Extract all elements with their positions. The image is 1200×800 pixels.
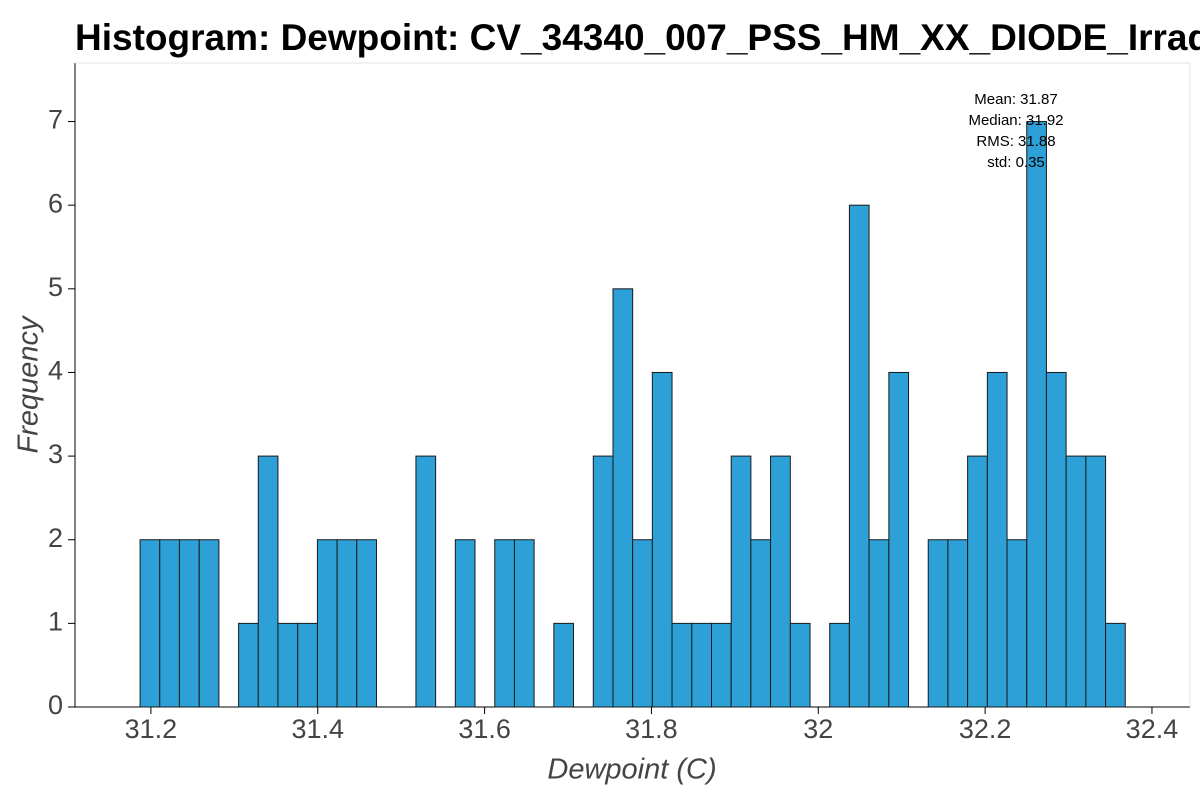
bar [1105,622,1126,708]
stats-annotation: std: 0.35 [987,154,1045,171]
bar [829,622,850,708]
bar [297,622,318,708]
bar [316,539,338,708]
bar [1085,455,1107,708]
y-tick-label: 6 [48,188,63,218]
bar [336,539,358,708]
bar [632,539,653,708]
x-tick-label: 31.6 [458,714,511,744]
y-tick-label: 1 [48,606,63,636]
bar [494,539,515,708]
bar [710,622,732,708]
x-tick-label: 32 [803,714,833,744]
bar [691,622,712,708]
bar [553,622,575,708]
bar [967,455,988,708]
bar [789,622,811,708]
bar [159,539,180,708]
x-tick-label: 31.2 [125,714,178,744]
bar [198,539,220,708]
y-tick-label: 4 [48,356,63,386]
bar [139,539,161,708]
bar [454,539,476,708]
x-axis-label: Dewpoint (C) [547,754,716,786]
x-tick-label: 32.4 [1126,714,1179,744]
y-tick-label: 5 [48,272,63,302]
bar [178,539,200,708]
y-tick-label: 7 [48,105,63,135]
bar [257,455,279,708]
bar [592,455,614,708]
bar [1006,539,1028,708]
x-tick-label: 31.4 [291,714,344,744]
stats-annotation: RMS: 31.88 [976,133,1055,150]
bar [730,455,752,708]
x-tick-label: 31.8 [625,714,678,744]
bar [947,539,969,708]
bar [238,622,259,708]
y-tick-label: 0 [48,690,63,720]
bar [356,539,377,708]
bar [868,539,890,708]
bar [986,371,1008,708]
y-tick-label: 3 [48,439,63,469]
bar [848,204,870,708]
y-tick-label: 2 [48,523,63,553]
bar [612,288,634,708]
stats-annotation: Mean: 31.87 [974,91,1057,108]
bar [513,539,535,708]
bar [770,455,791,708]
x-tick-label: 32.2 [959,714,1012,744]
bar [671,622,693,708]
y-axis-label: Frequency [13,315,45,454]
bar [750,539,772,708]
bar [1026,121,1047,708]
stats-annotation: Median: 31.92 [968,112,1063,129]
bar [415,455,437,708]
chart-title: Histogram: Dewpoint: CV_34340_007_PSS_HM… [75,17,1200,58]
bar [888,371,910,708]
bar [277,622,299,708]
bar [927,539,949,708]
bar [1065,455,1087,708]
bar [1045,371,1067,708]
bar [651,371,673,708]
